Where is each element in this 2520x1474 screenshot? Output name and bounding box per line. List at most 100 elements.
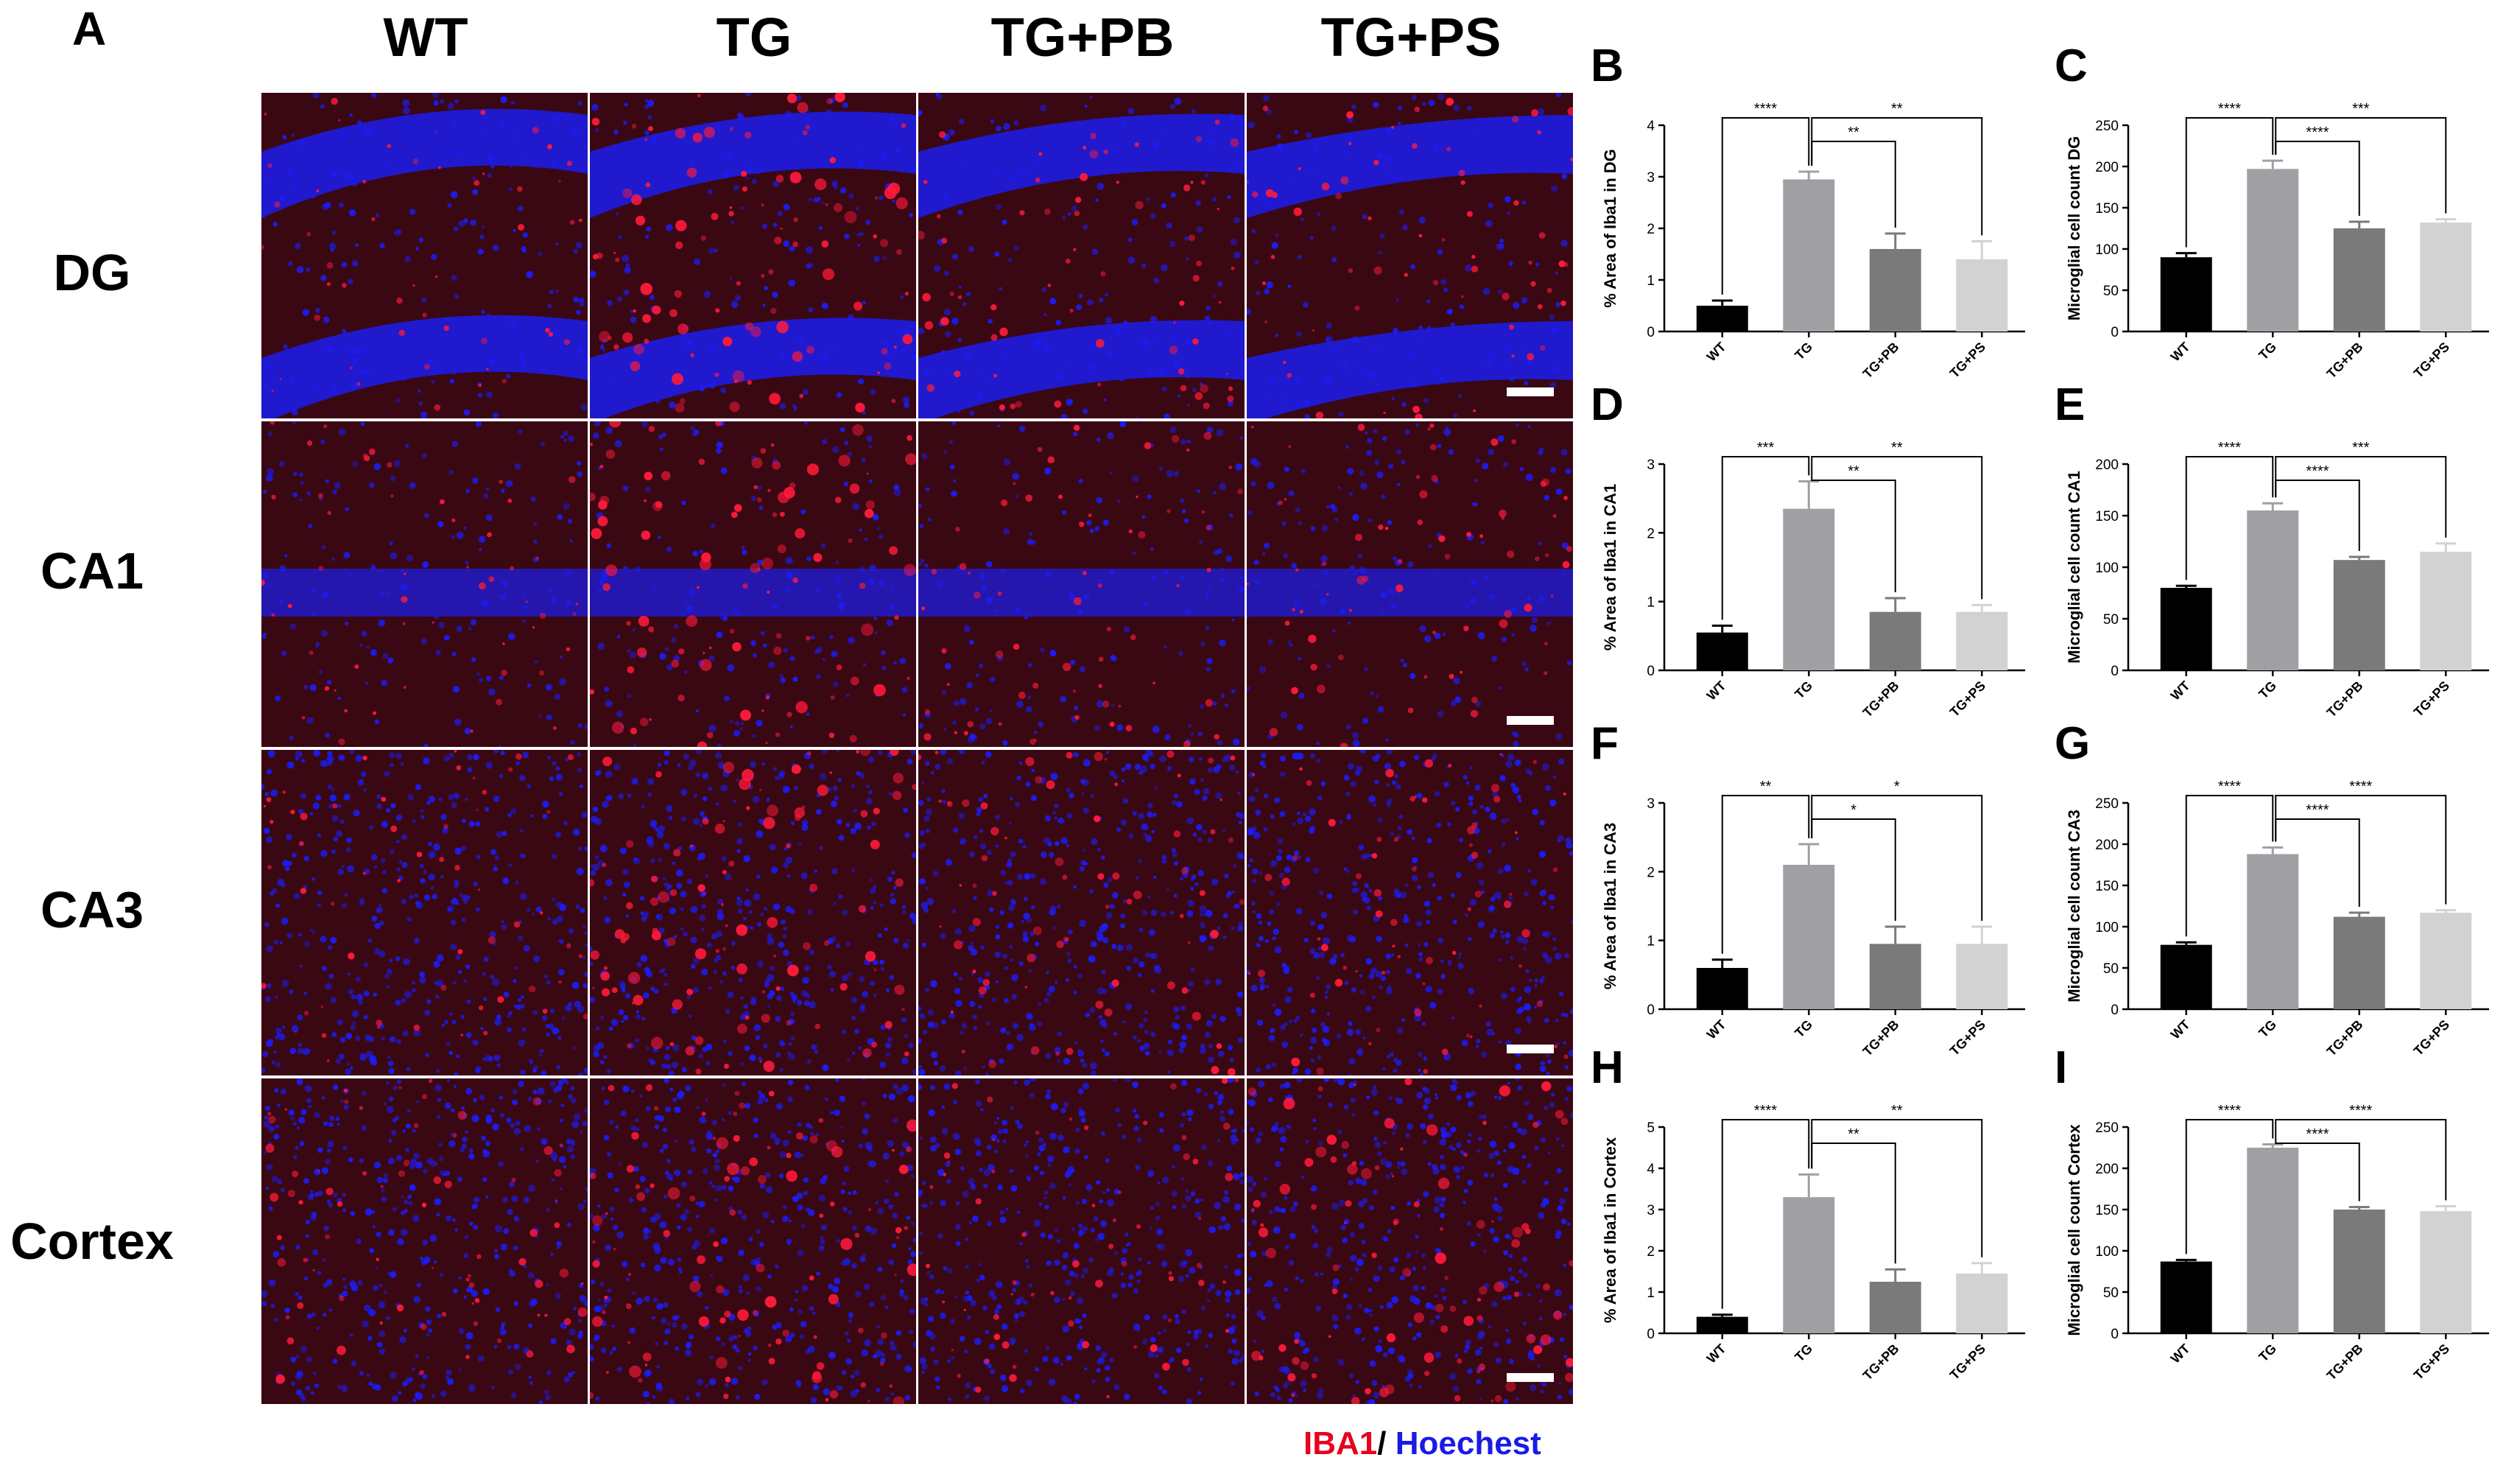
bar-wt	[1696, 632, 1748, 670]
y-tick-label: 200	[2095, 160, 2119, 175]
micro-tile-cortex-tg-ps	[1247, 1078, 1573, 1404]
significance-bracket	[2275, 456, 2447, 538]
row-header-dg: DG	[53, 244, 131, 301]
column-header-tg-ps: TG+PS	[1320, 7, 1502, 68]
x-tick-label: TG+PS	[2411, 678, 2452, 720]
significance-label: ****	[1754, 101, 1777, 117]
bar-tg-ps	[1956, 259, 2008, 331]
row-header-cortex: Cortex	[10, 1212, 174, 1270]
micro-tile-dg-tg-pb	[918, 93, 1245, 418]
significance-bracket	[2185, 795, 2274, 937]
x-tick-label: WT	[1704, 340, 1729, 365]
y-tick-label: 50	[2103, 612, 2119, 628]
y-tick-label: 2	[1647, 526, 1655, 541]
micro-tile-dg-wt	[261, 93, 588, 418]
significance-bracket	[2275, 795, 2447, 905]
significance-label: ****	[1754, 1103, 1777, 1119]
significance-label: **	[1848, 463, 1859, 480]
x-tick-label: TG	[1792, 340, 1815, 363]
y-tick-label: 1	[1647, 273, 1655, 289]
y-tick-label: 50	[2103, 961, 2119, 977]
significance-bracket	[1721, 117, 1810, 295]
y-tick-label: 200	[2095, 838, 2119, 853]
y-tick-label: 2	[1647, 865, 1655, 880]
y-tick-label: 250	[2095, 1120, 2119, 1136]
y-tick-label: 0	[1647, 325, 1655, 340]
y-tick-label: 200	[2095, 457, 2119, 473]
x-tick-label: WT	[2168, 678, 2193, 703]
y-tick-label: 250	[2095, 119, 2119, 134]
x-tick-label: TG+PB	[1860, 340, 1902, 382]
y-tick-label: 0	[2111, 1327, 2119, 1342]
column-header-tg-pb: TG+PB	[990, 7, 1175, 68]
x-tick-label: TG	[2256, 678, 2279, 702]
y-tick-label: 0	[2111, 1003, 2119, 1018]
y-tick-label: 3	[1647, 457, 1655, 473]
significance-label: ***	[2352, 440, 2370, 456]
y-axis-label: % Area of Iba1 in CA1	[1601, 484, 1619, 651]
panel-a-letter: A	[72, 2, 107, 55]
row-header-ca1: CA1	[40, 542, 144, 600]
significance-label: ***	[2352, 101, 2370, 117]
micro-tile-ca3-tg-pb	[918, 750, 1245, 1075]
micro-tile-ca1-wt	[261, 421, 588, 747]
y-tick-label: 100	[2095, 1244, 2119, 1260]
legend-iba1-label: IBA1	[1303, 1425, 1378, 1461]
significance-bracket	[1811, 456, 1983, 600]
bar-tg-ps	[1956, 1273, 2008, 1333]
chart-panel-i: I Microglial cell count Cortex 0 50 100 150 20…	[2055, 1042, 2489, 1383]
y-tick-label: 150	[2095, 509, 2119, 524]
y-tick-label: 5	[1647, 1120, 1655, 1136]
bar-wt	[1696, 306, 1748, 331]
bar-tg-ps	[2420, 912, 2472, 1009]
y-axis-label: Microglial cell count Cortex	[2065, 1124, 2083, 1336]
significance-label: ****	[2306, 463, 2329, 480]
y-tick-label: 4	[1647, 119, 1655, 134]
panel-letter-c: C	[2055, 41, 2088, 91]
x-tick-label: WT	[2168, 340, 2193, 365]
x-tick-label: TG	[1792, 678, 1815, 702]
significance-bracket	[2275, 1119, 2447, 1201]
bar-tg-ps	[2420, 1211, 2472, 1333]
row-header-ca3: CA3	[40, 881, 144, 938]
y-tick-label: 50	[2103, 284, 2119, 299]
bar-tg-pb	[1869, 249, 1921, 331]
panel-letter-h: H	[1591, 1042, 1624, 1093]
significance-label: **	[1891, 1103, 1903, 1119]
significance-bracket	[2275, 117, 2447, 214]
significance-bracket	[1811, 117, 1983, 236]
significance-label: ****	[2349, 779, 2372, 795]
x-tick-label: TG	[1792, 1017, 1815, 1041]
micro-tile-ca3-wt	[261, 750, 588, 1075]
chart-panel-b: B % Area of Iba1 in DG 0 1 2 3 4 WT TG TG+PB TG+PS…	[1591, 41, 2025, 382]
y-tick-label: 3	[1647, 170, 1655, 186]
significance-bracket	[1811, 1119, 1983, 1257]
micro-tile-dg-tg-ps	[1247, 93, 1573, 418]
bar-tg-pb	[1869, 944, 1921, 1009]
significance-label: ****	[2218, 440, 2241, 456]
significance-label: ****	[2306, 802, 2329, 818]
significance-label: ****	[2349, 1103, 2372, 1119]
y-tick-label: 250	[2095, 796, 2119, 812]
bar-tg	[1783, 865, 1835, 1009]
y-tick-label: 0	[1647, 1327, 1655, 1342]
y-axis-label: % Area of Iba1 in DG	[1601, 149, 1619, 308]
x-tick-label: TG+PB	[2324, 678, 2366, 720]
micro-tile-ca1-tg	[590, 421, 916, 747]
y-axis-label: % Area of Iba1 in Cortex	[1601, 1137, 1619, 1323]
y-tick-label: 2	[1647, 222, 1655, 237]
scale-bar	[1507, 1045, 1554, 1053]
micro-tile-ca3-tg	[590, 750, 916, 1075]
y-tick-label: 0	[2111, 664, 2119, 679]
significance-label: *	[1851, 802, 1856, 818]
significance-bracket	[2275, 1138, 2360, 1201]
y-axis-label: Microglial cell count DG	[2065, 136, 2083, 321]
legend-hoechest-label: Hoechest	[1395, 1425, 1541, 1461]
x-tick-label: TG+PS	[1947, 340, 1988, 381]
bar-tg	[2247, 1148, 2299, 1333]
x-tick-label: TG+PB	[2324, 340, 2366, 382]
x-tick-label: WT	[1704, 1341, 1729, 1366]
significance-label: ***	[1757, 440, 1775, 456]
significance-bracket	[1721, 456, 1810, 620]
